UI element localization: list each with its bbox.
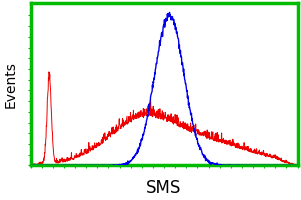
Y-axis label: Events: Events [4, 61, 17, 108]
X-axis label: SMS: SMS [146, 179, 182, 197]
